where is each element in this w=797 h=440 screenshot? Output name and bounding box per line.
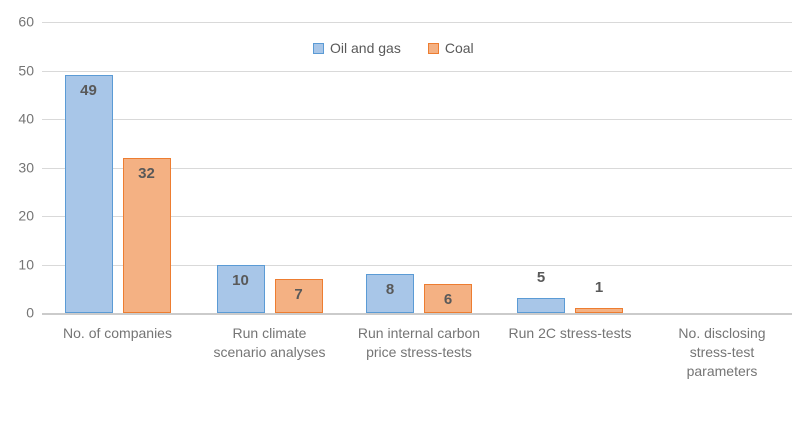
bar-oil-and-gas-group-1 [64, 75, 113, 313]
bar-value-label: 5 [536, 269, 546, 287]
bar-value-label: 1 [594, 279, 604, 297]
bar-coal-group-3 [424, 283, 472, 313]
bar-value-label: 6 [443, 290, 453, 308]
x-axis-line [42, 313, 792, 315]
y-tick-label: 40 [18, 110, 34, 127]
legend-swatch-oil-and-gas-icon [313, 42, 324, 54]
category-label: Run climate scenario analyses [213, 325, 326, 360]
legend-item-coal: Coal [427, 40, 474, 56]
legend-label-oil-and-gas: Oil and gas [330, 40, 401, 56]
bar-coal-group-1 [122, 157, 171, 313]
category-label: Run 2C stress-tests [508, 325, 632, 341]
y-tick-label: 20 [18, 207, 34, 224]
y-tick-label: 30 [18, 159, 34, 176]
gridline [42, 264, 792, 266]
category-label: No. of companies [63, 325, 172, 341]
bar-value-label: 10 [232, 271, 249, 289]
chart-legend: Oil and gas Coal [313, 40, 474, 56]
bar-coal-group-4 [575, 308, 623, 313]
y-tick-label: 0 [26, 304, 34, 321]
bar-oil-and-gas-group-2 [216, 264, 265, 313]
legend-item-oil-and-gas: Oil and gas [313, 40, 401, 56]
y-tick-label: 60 [18, 13, 34, 30]
category-label: Run internal carbon price stress-tests [357, 325, 481, 360]
gridline [42, 119, 792, 120]
bar-value-label: 49 [80, 82, 97, 100]
bar-value-label: 8 [385, 281, 395, 299]
bar-value-label: 32 [138, 164, 155, 182]
gridline [42, 216, 792, 217]
bar-coal-group-2 [274, 279, 323, 313]
bar-value-label: 7 [294, 286, 303, 304]
gridline [42, 167, 792, 169]
legend-label-coal: Coal [444, 40, 474, 56]
y-tick-label: 50 [18, 62, 34, 79]
bar-oil-and-gas-group-3 [366, 274, 414, 313]
gridline [42, 70, 792, 72]
y-tick-label: 10 [18, 256, 34, 273]
bar-oil-and-gas-group-4 [517, 298, 565, 313]
legend-swatch-coal-icon [427, 42, 439, 54]
category-label: No. disclosing stress-test parameters [678, 325, 766, 379]
gridline [42, 22, 792, 23]
